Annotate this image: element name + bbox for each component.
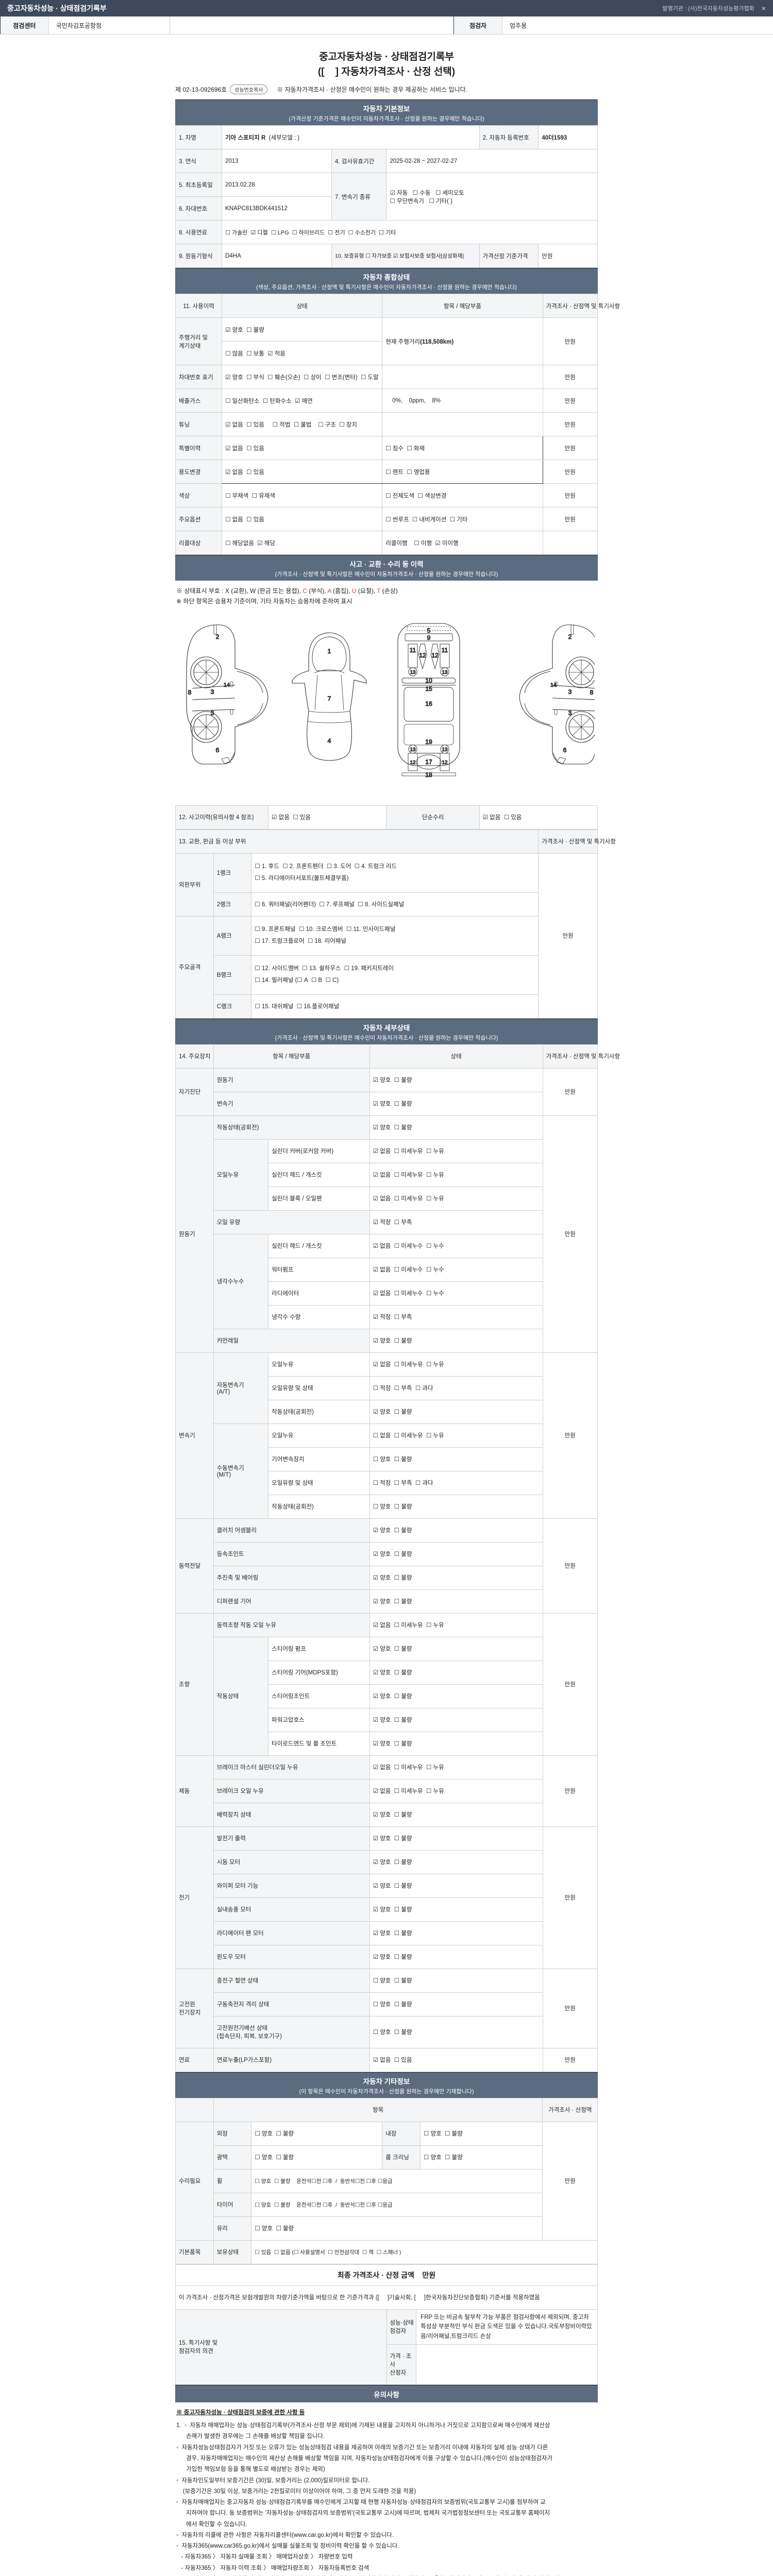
svg-text:8: 8 [590, 689, 594, 696]
svg-text:3: 3 [568, 688, 572, 696]
svg-text:3: 3 [568, 709, 572, 717]
svg-text:16: 16 [425, 700, 432, 707]
svg-text:11: 11 [409, 647, 416, 654]
svg-text:6: 6 [563, 747, 567, 754]
svg-text:14: 14 [550, 682, 557, 688]
svg-text:13: 13 [410, 747, 416, 753]
svg-text:6: 6 [216, 747, 220, 754]
svg-text:19: 19 [425, 738, 432, 745]
svg-text:3: 3 [211, 688, 214, 696]
svg-text:2: 2 [568, 633, 572, 640]
svg-text:15: 15 [425, 685, 432, 692]
svg-text:4: 4 [328, 737, 331, 744]
svg-text:5: 5 [427, 627, 430, 634]
svg-text:7: 7 [328, 695, 331, 702]
svg-text:17: 17 [425, 758, 432, 766]
svg-text:18: 18 [425, 771, 432, 778]
svg-text:3: 3 [211, 709, 214, 717]
svg-text:14: 14 [224, 682, 230, 688]
svg-text:13: 13 [442, 670, 448, 675]
svg-text:9: 9 [427, 634, 430, 641]
svg-text:13: 13 [442, 747, 448, 753]
svg-text:10: 10 [425, 677, 432, 684]
svg-text:2: 2 [216, 633, 220, 640]
svg-text:13: 13 [410, 670, 416, 675]
svg-text:1: 1 [328, 648, 331, 655]
svg-text:12: 12 [410, 760, 416, 766]
svg-text:12: 12 [431, 652, 439, 659]
svg-text:11: 11 [441, 647, 448, 654]
svg-text:8: 8 [188, 689, 192, 696]
svg-text:12: 12 [442, 760, 448, 766]
svg-text:12: 12 [419, 652, 426, 659]
